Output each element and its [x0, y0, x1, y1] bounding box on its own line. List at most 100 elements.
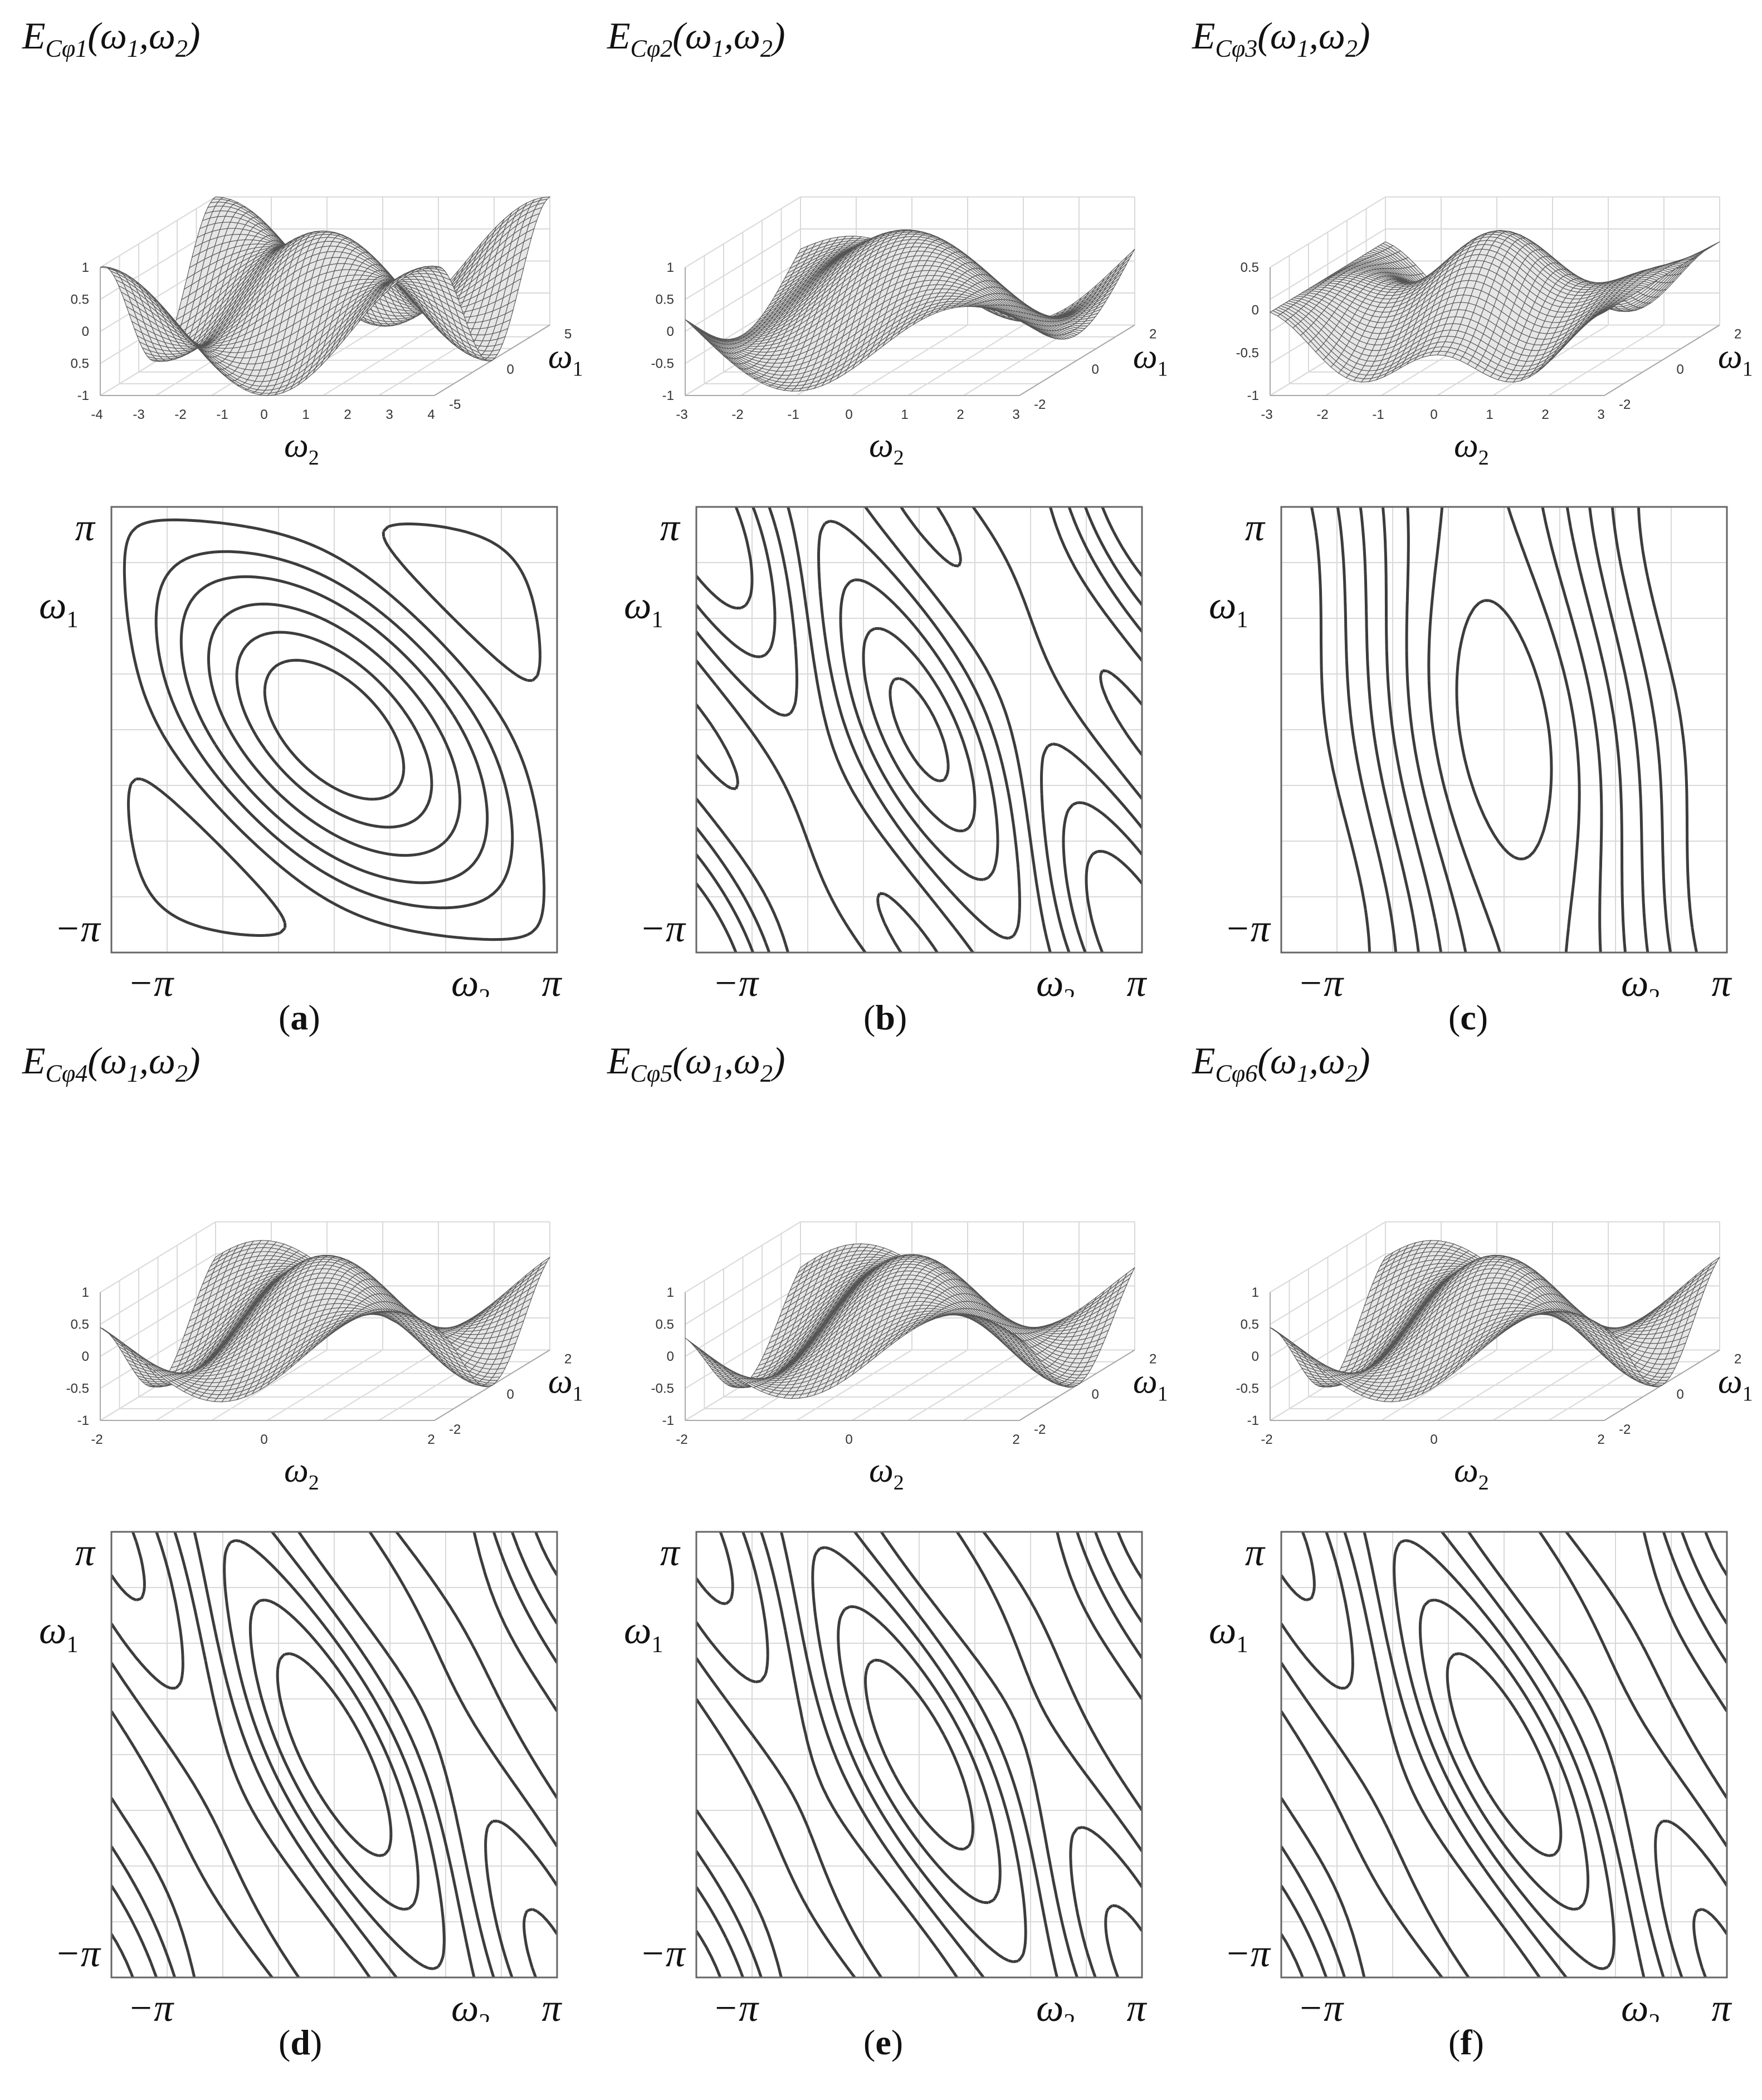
front-tick-label: 0: [1430, 1432, 1437, 1447]
panel-caption: (b): [863, 997, 907, 1038]
front-tick-label: 0: [1430, 407, 1437, 422]
panel-caption: (a): [279, 997, 320, 1038]
z-tick-label: 0: [667, 324, 674, 339]
z-tick-label: -1: [77, 388, 89, 403]
front-tick-label: -2: [174, 407, 186, 422]
contour-bottom-label: −π: [1224, 907, 1271, 950]
z-tick-label: -1: [1247, 388, 1259, 403]
front-tick-label: 4: [427, 407, 435, 422]
side-tick-label: -2: [1619, 1422, 1631, 1437]
front-tick-label: 0: [845, 1432, 852, 1447]
front-tick-label: 0: [260, 407, 267, 422]
z-tick-label: 1: [82, 1285, 89, 1300]
z-tick-label: 1: [667, 260, 674, 275]
front-tick-label: 2: [1541, 407, 1549, 422]
contour-bottom-label: −π: [640, 1932, 686, 1975]
contour-y-axis-label: ω1: [1209, 1609, 1248, 1658]
contour-left-label: −π: [128, 962, 174, 997]
contour-plot: π−π−ππω1ω2: [1187, 496, 1762, 997]
front-axis-label: ω2: [869, 1452, 904, 1495]
contour-bottom-label: −π: [640, 907, 686, 950]
front-tick-label: -3: [133, 407, 144, 422]
z-tick-label: 0.5: [71, 356, 89, 372]
contour-x-axis-label: ω2: [451, 962, 490, 997]
z-tick-label: 0.5: [71, 292, 89, 307]
contour-left-label: −π: [1297, 1987, 1344, 2022]
contour-x-axis-label: ω2: [1036, 962, 1075, 997]
side-tick-label: -2: [1034, 397, 1046, 412]
front-tick-label: -2: [91, 1432, 103, 1447]
z-tick-label: 0.5: [656, 292, 674, 307]
z-tick-label: -0.5: [1236, 1381, 1259, 1396]
z-tick-label: -1: [662, 1413, 674, 1428]
contour-x-axis-label: ω2: [1621, 962, 1660, 997]
side-axis-label: ω1: [1718, 1362, 1753, 1405]
front-tick-label: 0: [845, 407, 852, 422]
front-tick-label: 3: [1597, 407, 1604, 422]
front-tick-label: 1: [1486, 407, 1493, 422]
panel-caption: (e): [863, 2022, 903, 2063]
z-tick-label: 1: [667, 1285, 674, 1300]
contour-top-label: π: [660, 506, 681, 549]
side-tick-label: 0: [1092, 1387, 1099, 1402]
front-tick-label: -4: [91, 407, 103, 422]
front-axis-label: ω2: [869, 427, 904, 470]
front-tick-label: -1: [787, 407, 799, 422]
z-tick-label: 0.5: [1241, 260, 1259, 275]
front-tick-label: 3: [1012, 407, 1019, 422]
z-tick-label: 0: [667, 1349, 674, 1364]
z-tick-label: -0.5: [1236, 345, 1259, 360]
z-tick-label: 0.5: [656, 1317, 674, 1332]
front-tick-label: -3: [676, 407, 687, 422]
contour-plot: π−π−ππω1ω2: [17, 1521, 596, 2022]
contour-left-label: −π: [1297, 962, 1344, 997]
front-axis-label: ω2: [1454, 427, 1489, 470]
contour-plot: π−π−ππω1ω2: [602, 1521, 1181, 2022]
side-tick-label: -2: [1619, 397, 1631, 412]
contour-plot: π−π−ππω1ω2: [602, 496, 1181, 997]
side-axis-label: ω1: [1133, 338, 1168, 380]
contour-plot: π−π−ππω1ω2: [17, 496, 596, 997]
contour-right-label: π: [1126, 1987, 1147, 2022]
side-tick-label: 0: [1677, 1387, 1684, 1402]
contour-y-axis-label: ω1: [39, 1609, 78, 1658]
front-tick-label: 3: [385, 407, 393, 422]
contour-top-label: π: [75, 506, 96, 549]
contour-top-label: π: [75, 1531, 96, 1574]
contour-x-axis-label: ω2: [1036, 1987, 1075, 2022]
contour-bottom-label: −π: [55, 1932, 101, 1975]
contour-y-axis-label: ω1: [624, 584, 663, 633]
side-tick-label: 0: [507, 362, 514, 377]
z-tick-label: 0: [1252, 1349, 1259, 1364]
front-tick-label: 1: [302, 407, 309, 422]
side-tick-label: -5: [449, 397, 461, 412]
z-tick-label: -1: [662, 388, 674, 403]
panel-caption: (f): [1448, 2022, 1484, 2063]
contour-plot: π−π−ππω1ω2: [1187, 1521, 1762, 2022]
contour-top-label: π: [660, 1531, 681, 1574]
contour-y-axis-label: ω1: [39, 584, 78, 633]
side-tick-label: 0: [507, 1387, 514, 1402]
side-axis-label: ω1: [548, 338, 583, 380]
panel-caption: (d): [279, 2022, 322, 2063]
front-axis-label: ω2: [1454, 1452, 1489, 1495]
front-tick-label: -3: [1261, 407, 1272, 422]
z-tick-label: -0.5: [651, 1381, 674, 1396]
contour-bottom-label: −π: [1224, 1932, 1271, 1975]
contour-top-label: π: [1245, 506, 1266, 549]
z-tick-label: 0.5: [71, 1317, 89, 1332]
z-tick-label: 0: [1252, 303, 1259, 318]
contour-right-label: π: [541, 962, 562, 997]
front-tick-label: -2: [676, 1432, 687, 1447]
contour-right-label: π: [1126, 962, 1147, 997]
